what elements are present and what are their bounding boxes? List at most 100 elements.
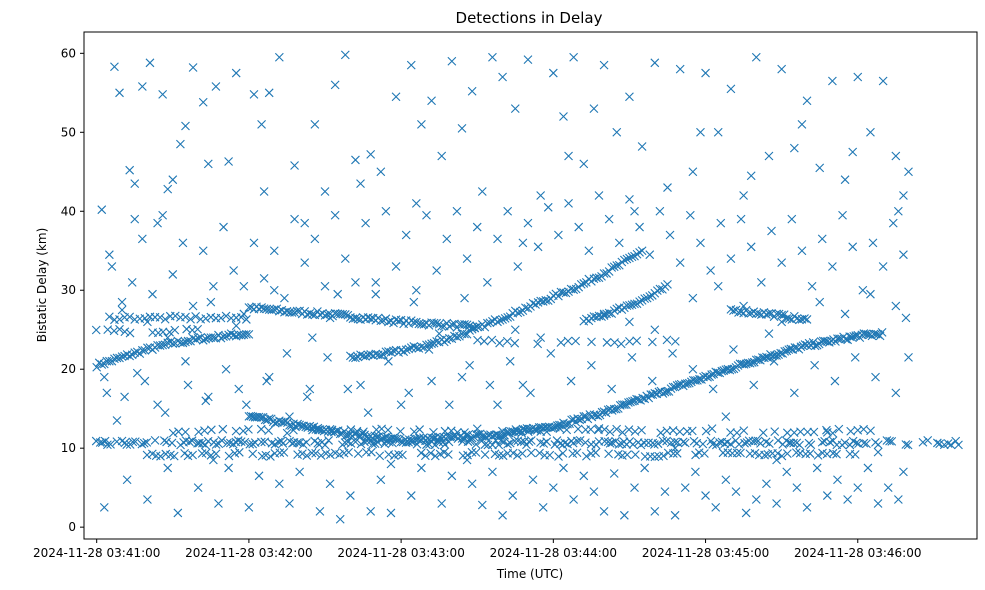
- data-point: [640, 463, 650, 473]
- data-point: [432, 336, 442, 346]
- data-point: [362, 436, 372, 446]
- data-point: [187, 325, 197, 335]
- data-point: [859, 424, 868, 434]
- data-point: [115, 88, 124, 98]
- data-point: [777, 64, 787, 74]
- data-point: [406, 60, 416, 70]
- data-point: [376, 167, 386, 177]
- data-point: [846, 426, 856, 436]
- data-point: [672, 448, 682, 458]
- data-point: [366, 314, 376, 324]
- data-point: [203, 392, 213, 402]
- data-point: [302, 392, 312, 402]
- data-point: [784, 345, 794, 355]
- data-point: [569, 52, 579, 62]
- data-point: [893, 495, 903, 504]
- data-point: [238, 426, 248, 436]
- data-point: [208, 333, 218, 343]
- data-point: [749, 380, 759, 390]
- data-point: [795, 315, 804, 325]
- data-point: [721, 412, 731, 421]
- data-point: [107, 262, 117, 271]
- data-point: [726, 254, 736, 264]
- data-point: [715, 438, 724, 447]
- data-point: [746, 171, 756, 181]
- data-point: [647, 376, 657, 386]
- data-point: [256, 424, 266, 434]
- data-point: [231, 321, 241, 331]
- data-point: [472, 322, 482, 332]
- data-point: [257, 120, 266, 129]
- data-point: [130, 437, 140, 447]
- data-point: [264, 372, 274, 382]
- data-point: [168, 428, 178, 438]
- data-point: [789, 143, 799, 153]
- data-point: [234, 447, 244, 457]
- data-point: [125, 351, 135, 361]
- data-point: [813, 450, 823, 460]
- data-point: [443, 450, 453, 459]
- data-point: [951, 436, 961, 446]
- data-point: [178, 338, 188, 348]
- data-point: [120, 327, 130, 337]
- data-point: [269, 246, 279, 256]
- data-point: [784, 314, 794, 323]
- y-tick-label: 50: [61, 125, 76, 139]
- data-point: [206, 425, 216, 435]
- data-point: [736, 214, 746, 224]
- data-point: [102, 388, 112, 398]
- data-point: [359, 427, 368, 437]
- data-point: [632, 336, 642, 346]
- data-point: [635, 297, 644, 307]
- data-point: [95, 438, 105, 447]
- data-point: [688, 293, 698, 303]
- data-point: [586, 360, 596, 370]
- data-point: [427, 339, 436, 349]
- data-point: [376, 316, 386, 326]
- data-point: [206, 297, 216, 307]
- data-point: [680, 483, 690, 493]
- data-point: [815, 163, 825, 173]
- data-point: [873, 499, 883, 508]
- data-point: [327, 427, 336, 437]
- data-point: [572, 436, 582, 446]
- data-point: [612, 424, 622, 434]
- data-point: [637, 246, 647, 256]
- data-point: [877, 327, 887, 337]
- data-point: [244, 303, 254, 312]
- data-point: [330, 80, 340, 90]
- data-point: [115, 353, 124, 363]
- data-point: [307, 448, 317, 458]
- data-point: [404, 437, 414, 447]
- data-point: [208, 281, 218, 291]
- data-point: [760, 450, 769, 460]
- data-point: [351, 313, 360, 323]
- data-point: [630, 206, 639, 216]
- data-point: [604, 214, 614, 224]
- data-point: [670, 510, 680, 520]
- data-point: [185, 437, 194, 447]
- data-point: [447, 320, 457, 329]
- data-point: [659, 451, 668, 461]
- data-point: [817, 437, 827, 447]
- data-point: [546, 349, 556, 358]
- x-tick-label: 2024-11-28 03:44:00: [490, 546, 617, 560]
- data-point: [510, 338, 520, 348]
- data-point: [208, 455, 218, 465]
- data-point: [554, 291, 563, 301]
- x-axis-label: Time (UTC): [496, 567, 563, 581]
- data-point: [630, 299, 639, 309]
- data-point: [523, 218, 533, 228]
- data-point: [465, 326, 475, 335]
- data-point: [262, 304, 272, 314]
- data-point: [628, 396, 637, 406]
- data-point: [782, 467, 792, 477]
- data-point: [170, 325, 180, 335]
- data-point: [573, 414, 583, 423]
- data-point: [791, 448, 801, 458]
- data-point: [472, 222, 482, 232]
- data-point: [472, 424, 482, 434]
- data-point: [409, 317, 419, 327]
- data-point: [862, 439, 871, 449]
- data-point: [502, 336, 512, 346]
